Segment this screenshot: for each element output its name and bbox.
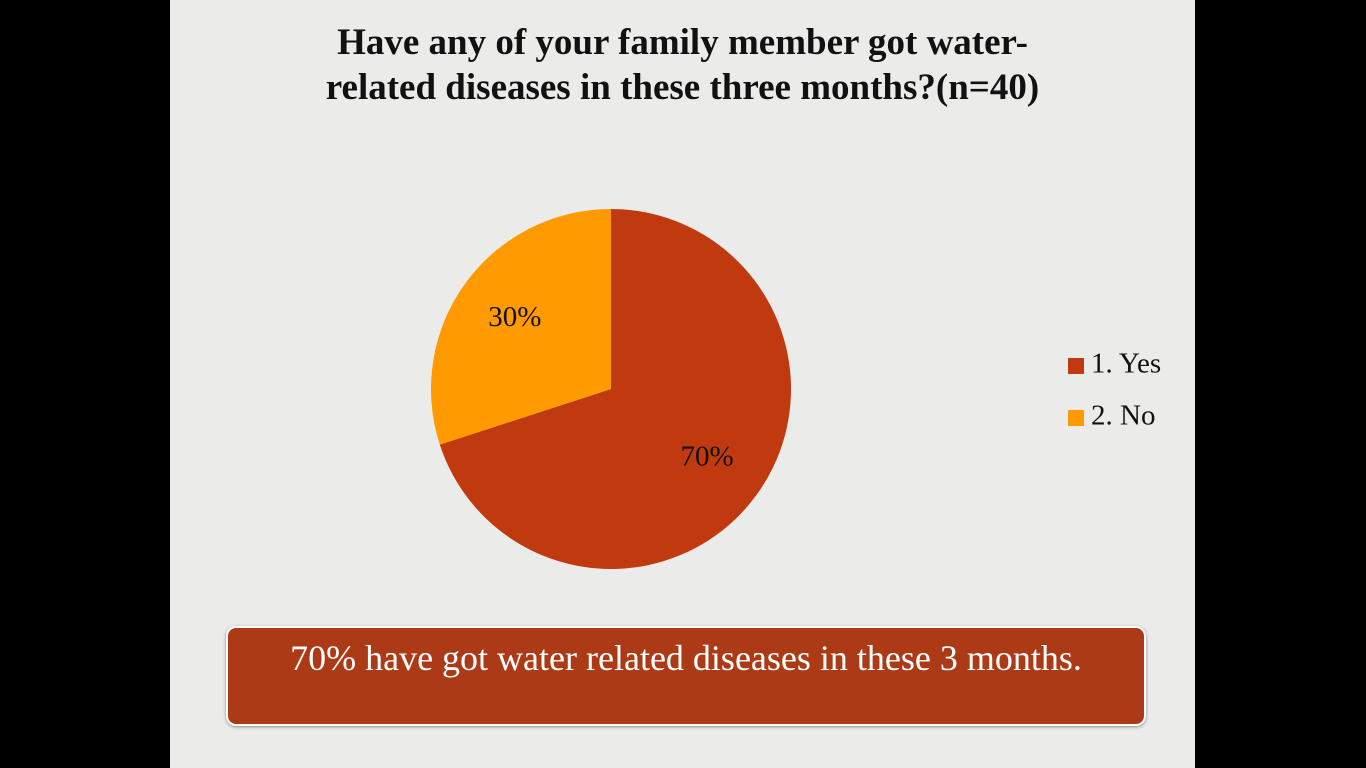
legend-swatch: [1068, 410, 1084, 426]
legend-swatch: [1068, 358, 1084, 374]
chart: 70% 30% 1. Yes 2. No: [431, 209, 1161, 569]
data-label: 30%: [488, 301, 541, 333]
slide: Have any of your family member got water…: [170, 0, 1195, 768]
pie-slice: [439, 209, 791, 569]
legend-label: 1. Yes: [1091, 348, 1161, 380]
data-label: 70%: [681, 440, 734, 472]
annotation: 70% have got water related diseases in t…: [226, 626, 1146, 726]
legend-label: 2. No: [1091, 400, 1155, 432]
pie-slice: [431, 209, 611, 445]
chart-title: Have any of your family member got water…: [325, 22, 1040, 108]
